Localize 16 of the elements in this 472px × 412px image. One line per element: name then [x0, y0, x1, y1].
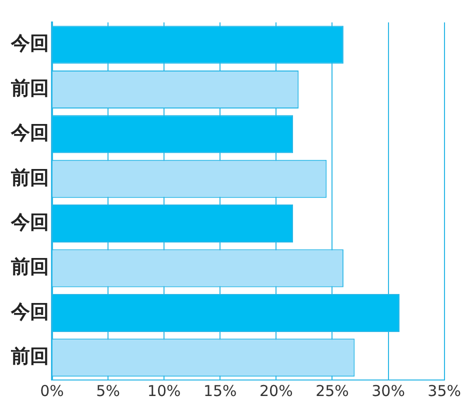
y-tick-label: 前回	[10, 346, 49, 368]
y-tick-label: 今回	[10, 211, 49, 234]
y-tick-label: 前回	[10, 77, 49, 100]
y-tick-label: 今回	[10, 32, 49, 55]
x-tick-label: 30%	[372, 382, 405, 400]
x-tick-label: 5%	[96, 382, 120, 400]
x-tick-label: 0%	[40, 382, 64, 400]
y-tick-label: 前回	[10, 166, 49, 189]
y-tick-label: 今回	[10, 122, 49, 144]
y-tick-label: 前回	[10, 256, 49, 278]
x-tick-label: 20%	[260, 382, 293, 400]
x-tick-label: 35%	[428, 382, 461, 400]
x-tick-label: 10%	[147, 382, 181, 400]
x-tick-label: 25%	[316, 382, 349, 400]
y-tick-label: 今回	[10, 300, 49, 323]
x-tick-label: 15%	[203, 382, 237, 400]
